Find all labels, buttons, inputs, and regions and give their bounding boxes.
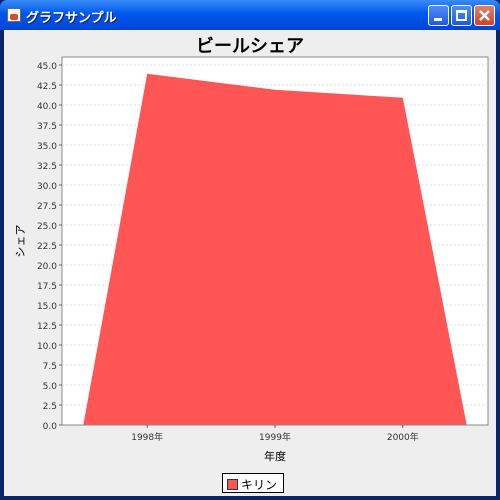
area-chart: 0.0 2.5 5.0 7.5 10.0 12.5 15.0 17.5 20.0 22.5 25.0…: [14, 56, 489, 463]
y-tick-label: 25.0: [37, 222, 57, 232]
y-tick-label: 12.5: [37, 322, 57, 332]
y-tick-label: 0.0: [43, 422, 58, 432]
y-tick-label: 17.5: [37, 282, 57, 292]
title-bar[interactable]: グラフサンプル: [0, 0, 500, 30]
y-tick-label: 35.0: [37, 142, 57, 152]
minimize-icon: [434, 18, 442, 21]
y-tick-label: 22.5: [37, 242, 57, 252]
minimize-button[interactable]: [428, 5, 449, 26]
y-tick-label: 42.5: [37, 82, 57, 92]
legend-swatch: [227, 479, 238, 490]
chart-title: ビールシェア: [196, 36, 304, 57]
y-tick-label: 32.5: [37, 162, 57, 172]
y-tick-label: 10.0: [37, 342, 57, 352]
maximize-icon: [456, 10, 467, 21]
series-area: [83, 73, 467, 426]
close-icon: [479, 10, 490, 21]
y-tick-label: 40.0: [37, 102, 57, 112]
y-axis-title: シェア: [14, 225, 27, 258]
y-tick-label: 2.5: [43, 402, 57, 412]
maximize-button[interactable]: [451, 5, 472, 26]
x-tick-label: 1999年: [259, 431, 291, 443]
legend: キリン: [222, 473, 285, 493]
y-tick-label: 5.0: [43, 382, 58, 392]
x-axis-title: 年度: [264, 449, 286, 463]
x-tick-label: 1998年: [131, 431, 163, 443]
y-tick-label: 15.0: [37, 302, 57, 312]
chart-panel: ビールシェア 0.0 2.5 5.0 7.5 10.0 12.5 15.0 17.5 20.0 2…: [4, 30, 496, 496]
window-title: グラフサンプル: [26, 11, 117, 26]
y-tick-label: 30.0: [37, 182, 57, 192]
y-tick-label: 20.0: [37, 262, 57, 272]
y-tick-label: 7.5: [43, 362, 57, 372]
y-tick-label: 45.0: [37, 62, 57, 72]
java-cup-icon: [7, 8, 21, 22]
y-tick-label: 37.5: [37, 122, 57, 132]
y-tick-label: 27.5: [37, 202, 57, 212]
x-tick-label: 2000年: [387, 431, 419, 443]
legend-label: キリン: [241, 478, 278, 492]
close-button[interactable]: [474, 5, 495, 26]
